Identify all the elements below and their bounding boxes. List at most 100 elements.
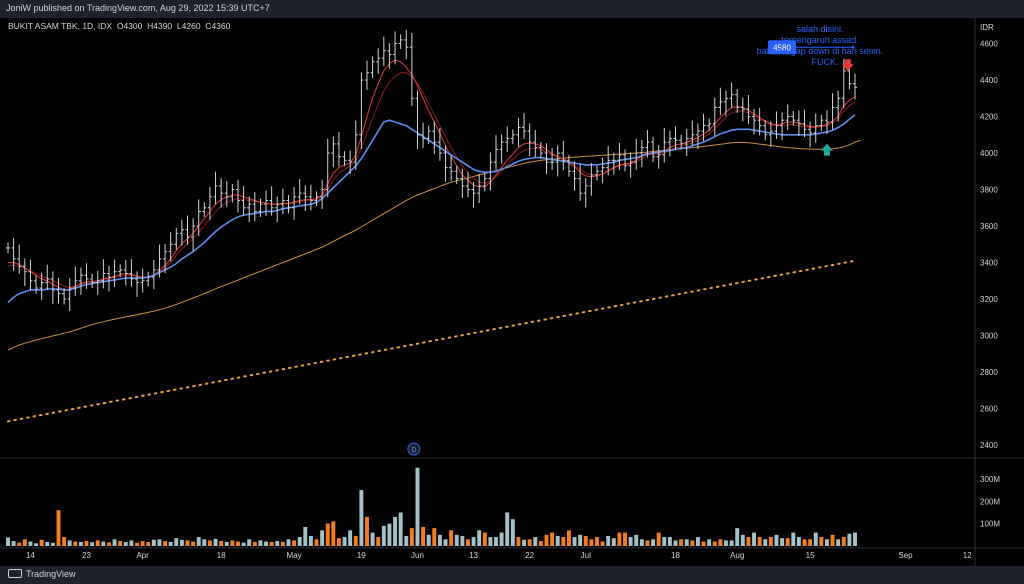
ohlc-bar: [645, 130, 650, 158]
ohlc-bar: [634, 138, 639, 170]
price-chart[interactable]: IDR 2400 2600 2800 3000 3200 3400 3600 3800 4000 4…: [0, 18, 1024, 566]
volume-bar: [796, 537, 801, 546]
ohlc-bar: [280, 188, 285, 215]
volume-bar: [830, 534, 835, 546]
volume-bar: [600, 541, 605, 546]
ohlc-bar: [409, 32, 414, 106]
ohlc-bar: [566, 154, 571, 177]
ohlc-bar: [22, 258, 27, 286]
volume-bar: [275, 541, 280, 546]
volume-bar: [236, 541, 240, 546]
volume-bar: [634, 534, 639, 546]
volume-bar: [550, 532, 555, 546]
ohlc-bar: [808, 121, 813, 148]
ohlc-bar: [583, 178, 588, 208]
volume-bar: [292, 540, 297, 546]
volume-bar: [376, 537, 381, 546]
volume-bar: [353, 535, 358, 546]
ohlc-bar: [684, 128, 689, 156]
dividend-marker-icon: [407, 442, 421, 456]
price-tick-label: 3400: [980, 259, 998, 268]
volume-bar: [163, 541, 168, 546]
volume-bar: [533, 537, 538, 546]
volume-bar: [84, 541, 89, 546]
ohlc-bar: [6, 242, 10, 254]
volume-bar: [269, 541, 274, 546]
volume-bar: [538, 541, 543, 546]
ohlc-bar: [482, 173, 487, 192]
ohlc-bar: [499, 134, 504, 164]
volume-bar: [684, 539, 689, 546]
volume-bar: [606, 535, 611, 546]
annotation-note-line3: bakalan gap down di hari senin.: [756, 46, 884, 56]
volume-bar: [112, 539, 117, 546]
volume-bar: [196, 537, 201, 546]
time-tick-label: 12: [963, 551, 972, 560]
time-tick-label: 14: [26, 551, 35, 560]
volume-bar: [348, 530, 353, 546]
ohlc-bar: [264, 190, 269, 217]
ohlc-bar: [819, 114, 824, 132]
volume-bar: [510, 519, 515, 546]
ohlc-bar: [303, 185, 308, 212]
time-tick-label: 13: [469, 551, 478, 560]
ohlc-bar: [202, 202, 207, 217]
ohlc-bar: [129, 259, 134, 287]
volume-bar: [589, 539, 594, 546]
volume-bar: [454, 534, 459, 546]
ohlc-bar: [723, 90, 728, 117]
volume-bar: [662, 537, 667, 546]
ohlc-bar: [364, 60, 369, 90]
ohlc-bar: [235, 179, 240, 213]
volume-bar: [841, 537, 846, 546]
ohlc-bar: [95, 270, 100, 295]
symbol-legend: BUKIT ASAM TBK, 1D, IDX O4300 H4390 L426…: [8, 21, 230, 31]
ohlc-bar: [432, 121, 437, 155]
volume-bar: [578, 534, 583, 546]
volume-bar: [836, 539, 841, 546]
price-tick-label: 2800: [980, 368, 998, 377]
volume-bar: [191, 541, 196, 546]
volume-bar: [252, 541, 257, 546]
ohlc-bar: [477, 173, 482, 204]
ohlc-bar: [106, 265, 111, 292]
volume-bar: [202, 539, 207, 546]
volume-bar: [314, 539, 319, 546]
ohlc-bar: [555, 145, 560, 177]
volume-bar: [168, 541, 173, 546]
ohlc-bar: [179, 219, 184, 246]
volume-bar: [628, 537, 633, 546]
volume-bar: [22, 539, 27, 546]
open-value: 4300: [123, 21, 143, 31]
ohlc-bar: [606, 146, 611, 176]
ohlc-bar: [454, 165, 459, 185]
volume-bar: [224, 541, 229, 546]
volume-bar: [421, 526, 426, 546]
ohlc-bar: [578, 164, 583, 201]
ohlc-bar: [286, 195, 291, 214]
low-label: L: [176, 21, 182, 31]
ohlc-bar: [561, 141, 566, 171]
volume-bar: [381, 525, 386, 546]
volume-bar: [50, 542, 55, 546]
volume-bar: [813, 532, 818, 546]
volume-bar: [129, 540, 134, 546]
volume-bar: [780, 538, 785, 546]
volume-bar: [499, 532, 504, 546]
ohlc-bar: [308, 184, 313, 211]
volume-bar: [404, 535, 409, 546]
annotation-note: salah disini. terpengaruh assad. bakalan…: [740, 24, 900, 57]
close-label: C: [205, 21, 212, 31]
volume-bar: [505, 512, 510, 546]
price-tick-label: 2600: [980, 405, 998, 414]
volume-bar: [39, 539, 44, 546]
volume-bar: [465, 539, 470, 546]
volume-bar: [785, 538, 790, 546]
volume-bar: [735, 528, 740, 546]
volume-bar: [724, 540, 728, 546]
tradingview-logo[interactable]: TradingView: [8, 569, 76, 579]
time-tick-label: Sep: [898, 551, 913, 560]
ohlc-bar: [740, 97, 745, 122]
ohlc-bar: [17, 244, 22, 274]
ohlc-bar: [494, 135, 499, 170]
